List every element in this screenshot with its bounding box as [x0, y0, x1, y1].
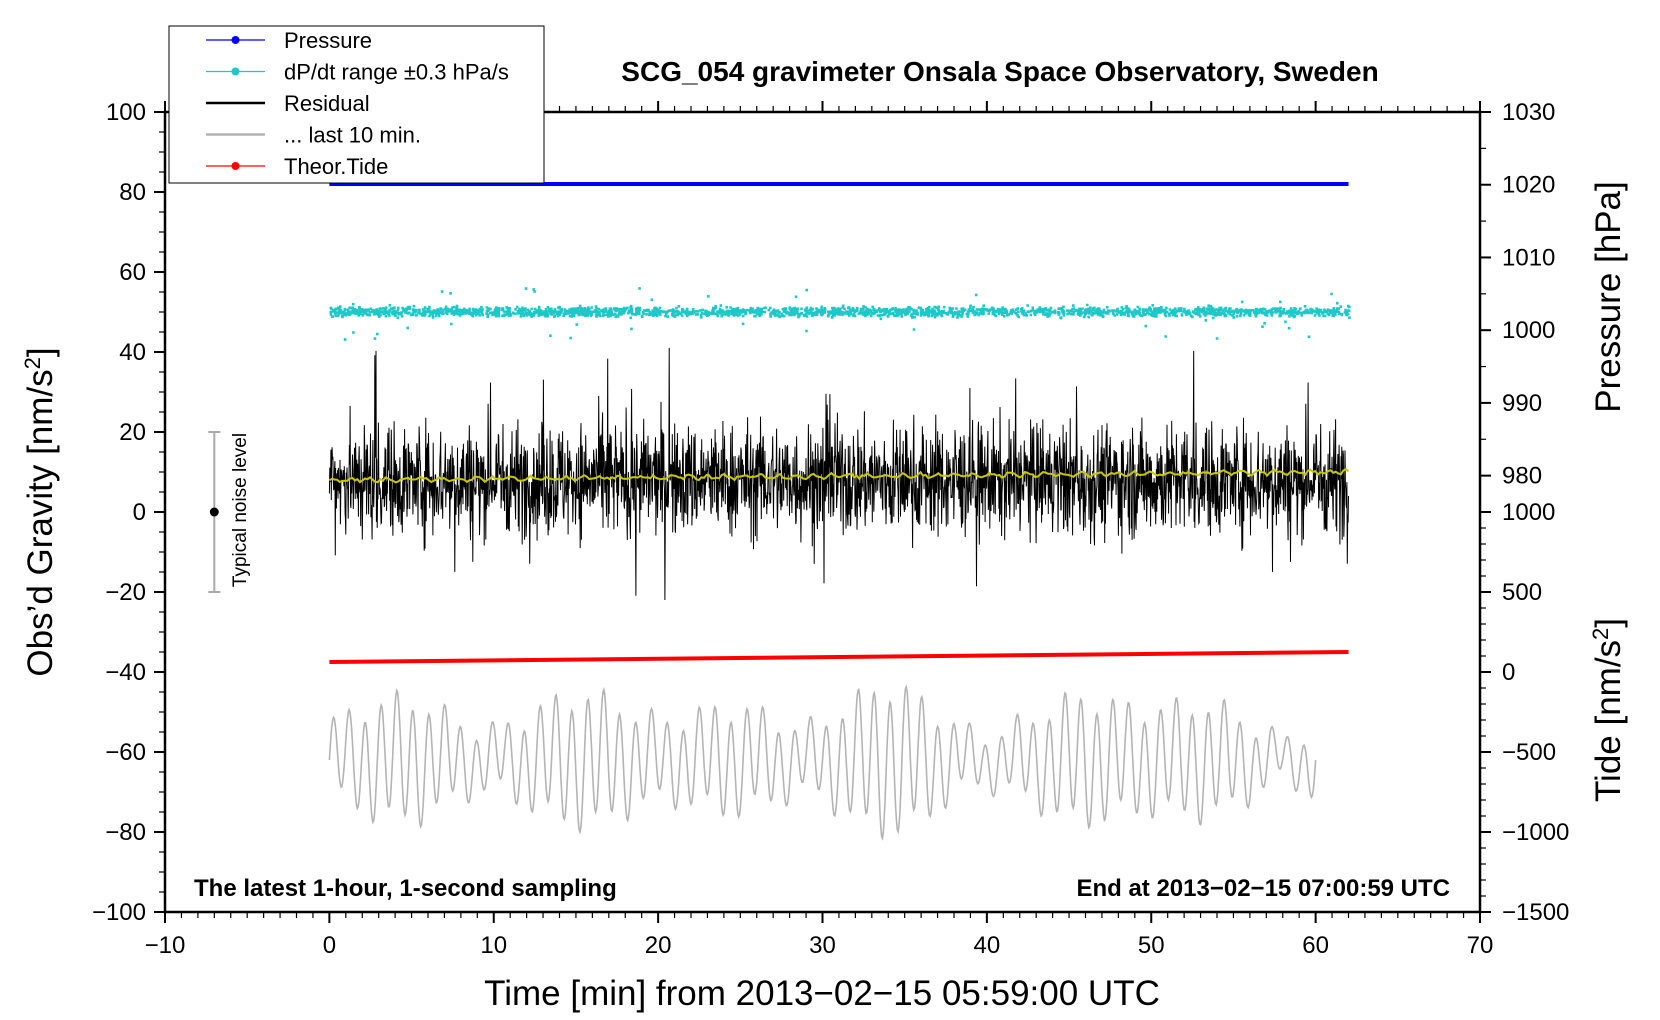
- series-layer: [328, 182, 1351, 841]
- pressure-tick-label: 990: [1502, 390, 1542, 417]
- y-tick-label: 60: [119, 259, 146, 286]
- x-tick-label: 40: [974, 932, 1001, 959]
- tide-tick-label: 500: [1502, 579, 1542, 606]
- x-tick-label: 10: [480, 932, 507, 959]
- noise-label: Typical noise level: [230, 433, 251, 587]
- y-axis-left: −100 −80 −60 −40 −20 0 20 40 60 80 100: [92, 99, 165, 926]
- y-axis-title-sup: 2: [20, 357, 45, 369]
- tide-axis: 1000 500 0 −500 −1000 −1500: [1480, 499, 1569, 926]
- residual-smoothed-line: [328, 468, 1350, 484]
- tide-tick-label: 1000: [1502, 499, 1555, 526]
- y-tick-label: 20: [119, 419, 146, 446]
- annotation-end-time: End at 2013−02−15 07:00:59 UTC: [1076, 875, 1450, 902]
- tide-line: [329, 650, 1349, 664]
- legend-label: ... last 10 min.: [284, 123, 421, 148]
- y-axis-title: Obs’d Gravity [nm/s2]: [20, 347, 60, 676]
- x-tick-label: 20: [645, 932, 672, 959]
- pressure-tick-label: 1030: [1502, 99, 1555, 126]
- chart-title: SCG_054 gravimeter Onsala Space Observat…: [621, 56, 1378, 87]
- y-tick-label: −100: [92, 899, 146, 926]
- legend-label: dP/dt range ±0.3 hPa/s: [284, 60, 509, 85]
- noise-center-dot: [209, 507, 219, 517]
- x-axis-title: Time [min] from 2013−02−15 05:59:00 UTC: [484, 974, 1160, 1013]
- pressure-tick-label: 1020: [1502, 172, 1555, 199]
- tide-axis-title-close: ]: [1589, 618, 1628, 628]
- legend-label: Pressure: [284, 28, 372, 53]
- tide-tick-label: −1500: [1502, 899, 1569, 926]
- legend-label: Theor.Tide: [284, 154, 388, 179]
- tide-axis-title-sup: 2: [1588, 628, 1613, 640]
- pressure-tick-label: 980: [1502, 463, 1542, 490]
- tide-axis-title: Tide [nm/s2]: [1588, 618, 1628, 802]
- y-tick-label: 40: [119, 339, 146, 366]
- x-tick-label: 0: [323, 932, 336, 959]
- tide-tick-label: −500: [1502, 739, 1556, 766]
- y-tick-label: −60: [105, 739, 146, 766]
- dpdt-scatter: [329, 287, 1351, 341]
- legend-swatch-dot: [231, 67, 240, 76]
- pressure-axis: 1030 1020 1010 1000 990 980: [1480, 99, 1555, 513]
- tide-tick-label: −1000: [1502, 819, 1569, 846]
- pressure-axis-title: Pressure [hPa]: [1589, 181, 1628, 413]
- pressure-tick-label: 1010: [1502, 244, 1555, 271]
- tide-tick-label: 0: [1502, 659, 1515, 686]
- x-tick-label: 30: [809, 932, 836, 959]
- annotation-sampling: The latest 1-hour, 1-second sampling: [194, 875, 617, 902]
- noise-indicator: Typical noise level: [208, 431, 251, 593]
- last-10-min-line: [328, 684, 1317, 841]
- x-tick-label: 70: [1467, 932, 1494, 959]
- legend-label: Residual: [284, 91, 370, 116]
- x-tick-label: 50: [1138, 932, 1165, 959]
- legend-swatch-dot: [231, 36, 240, 44]
- y-tick-label: 80: [119, 179, 146, 206]
- y-axis-title-close: ]: [21, 347, 60, 357]
- legend-entries: Pressure dP/dt range ±0.3 hPa/s Residual..…: [206, 28, 509, 179]
- y-tick-label: 100: [106, 99, 146, 126]
- tide-axis-title-text: Tide [nm/s: [1589, 640, 1628, 802]
- y-tick-label: −40: [105, 659, 146, 686]
- pressure-tick-label: 1000: [1502, 317, 1555, 344]
- legend-box: [168, 25, 545, 184]
- legend-swatch-dot: [231, 162, 240, 170]
- x-tick-label: 60: [1302, 932, 1329, 959]
- residual-line: [328, 347, 1349, 601]
- y-tick-label: −80: [105, 819, 146, 846]
- x-tick-label: −10: [145, 932, 186, 959]
- y-tick-label: 0: [133, 499, 146, 526]
- y-axis-title-text: Obs’d Gravity [nm/s: [21, 369, 60, 676]
- legend: Pressure dP/dt range ±0.3 hPa/s Residual..…: [168, 25, 545, 184]
- x-axis: −10 0 10 20 30 40 50 60 70: [145, 101, 1494, 959]
- y-tick-label: −20: [105, 579, 146, 606]
